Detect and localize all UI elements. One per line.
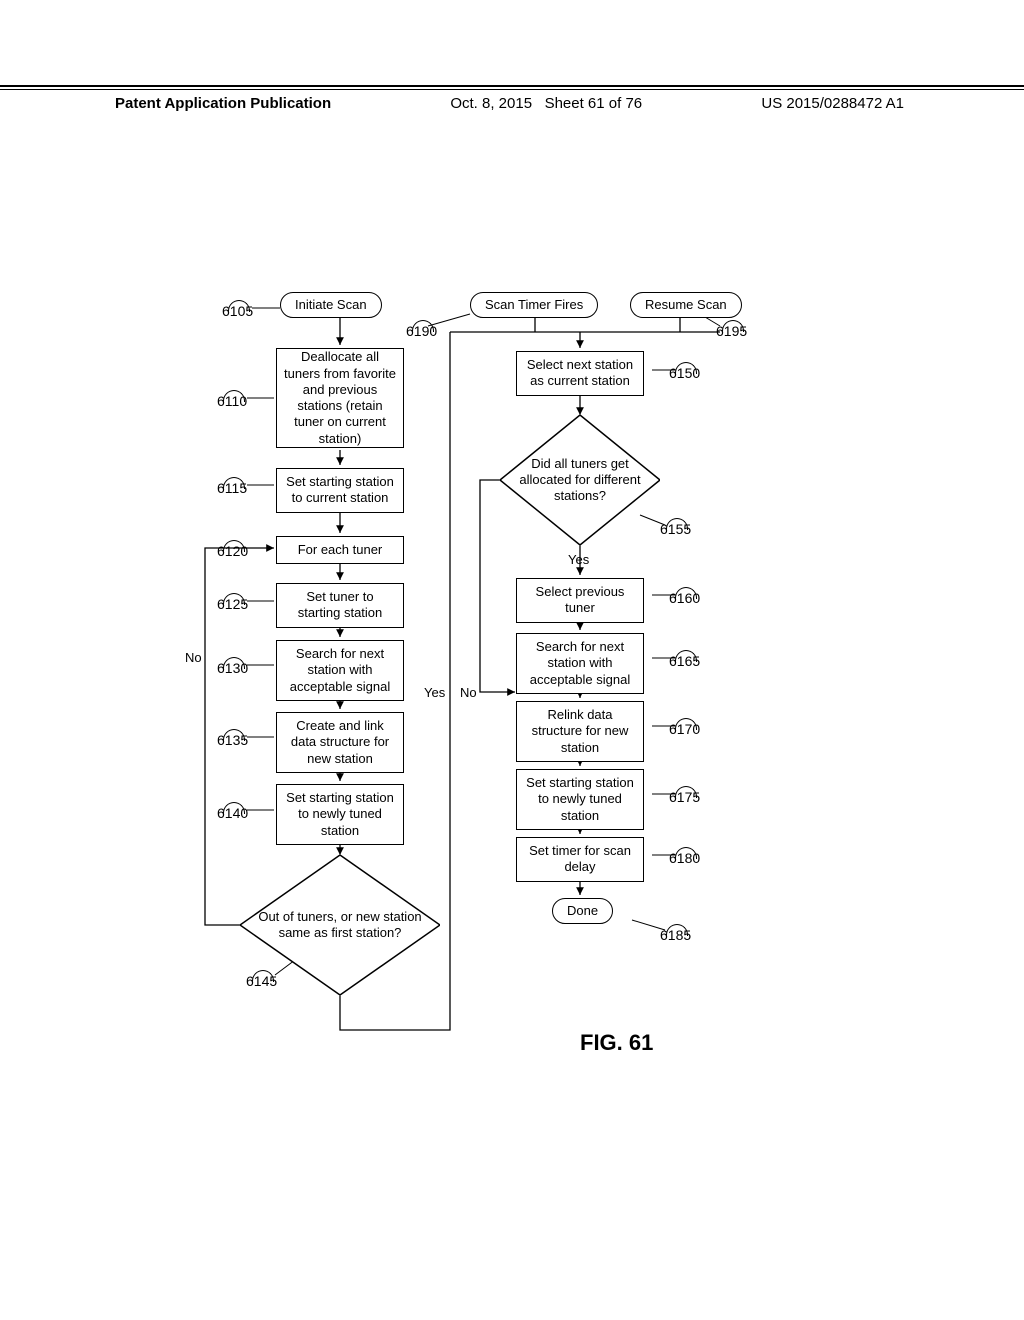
ref-6170: 6170 <box>669 721 700 737</box>
ref-6105: 6105 <box>222 303 253 319</box>
ref-6185: 6185 <box>660 927 691 943</box>
header-pubnum: US 2015/0288472 A1 <box>761 95 904 112</box>
process-relink: Relink data structure for new station <box>516 701 644 762</box>
page-header: Patent Application Publication Oct. 8, 2… <box>0 85 1024 112</box>
process-create-link: Create and link data structure for new s… <box>276 712 404 773</box>
terminator-done: Done <box>552 898 613 924</box>
process-set-tuner-starting: Set tuner to starting station <box>276 583 404 628</box>
process-set-starting-new-left: Set starting station to newly tuned stat… <box>276 784 404 845</box>
terminator-resume-scan: Resume Scan <box>630 292 742 318</box>
terminator-initiate-scan: Initiate Scan <box>280 292 382 318</box>
ref-6155: 6155 <box>660 521 691 537</box>
process-set-starting-new-right: Set starting station to newly tuned stat… <box>516 769 644 830</box>
process-search-next-right: Search for next station with acceptable … <box>516 633 644 694</box>
process-for-each-tuner: For each tuner <box>276 536 404 564</box>
process-select-prev-tuner: Select previous tuner <box>516 578 644 623</box>
ref-6150: 6150 <box>669 365 700 381</box>
process-deallocate: Deallocate all tuners from favorite and … <box>276 348 404 448</box>
process-set-starting-current: Set starting station to current station <box>276 468 404 513</box>
edge-label-no-mid: No <box>460 685 477 700</box>
terminator-scan-timer-fires: Scan Timer Fires <box>470 292 598 318</box>
ref-6125: 6125 <box>217 596 248 612</box>
ref-6130: 6130 <box>217 660 248 676</box>
ref-6190: 6190 <box>406 323 437 339</box>
edge-label-no-left: No <box>185 650 202 665</box>
figure-label: FIG. 61 <box>580 1030 653 1056</box>
process-search-next-left: Search for next station with acceptable … <box>276 640 404 701</box>
decision-did-all-tuners: Did all tuners get allocated for differe… <box>500 415 660 545</box>
ref-6115: 6115 <box>217 480 247 496</box>
process-set-timer-delay: Set timer for scan delay <box>516 837 644 882</box>
flowchart-diagram: Initiate Scan Scan Timer Fires Resume Sc… <box>180 290 880 1070</box>
header-date-sheet: Oct. 8, 2015 Sheet 61 of 76 <box>450 95 642 112</box>
ref-6135: 6135 <box>217 732 248 748</box>
ref-6145: 6145 <box>246 973 277 989</box>
ref-6140: 6140 <box>217 805 248 821</box>
header-publication: Patent Application Publication <box>115 95 331 112</box>
edge-label-yes-right: Yes <box>568 552 589 567</box>
ref-6175: 6175 <box>669 789 700 805</box>
process-select-next-station: Select next station as current station <box>516 351 644 396</box>
ref-6165: 6165 <box>669 653 700 669</box>
ref-6120: 6120 <box>217 543 248 559</box>
ref-6160: 6160 <box>669 590 700 606</box>
ref-6180: 6180 <box>669 850 700 866</box>
edge-label-yes-mid: Yes <box>424 685 445 700</box>
ref-6195: 6195 <box>716 323 747 339</box>
ref-6110: 6110 <box>217 393 247 409</box>
